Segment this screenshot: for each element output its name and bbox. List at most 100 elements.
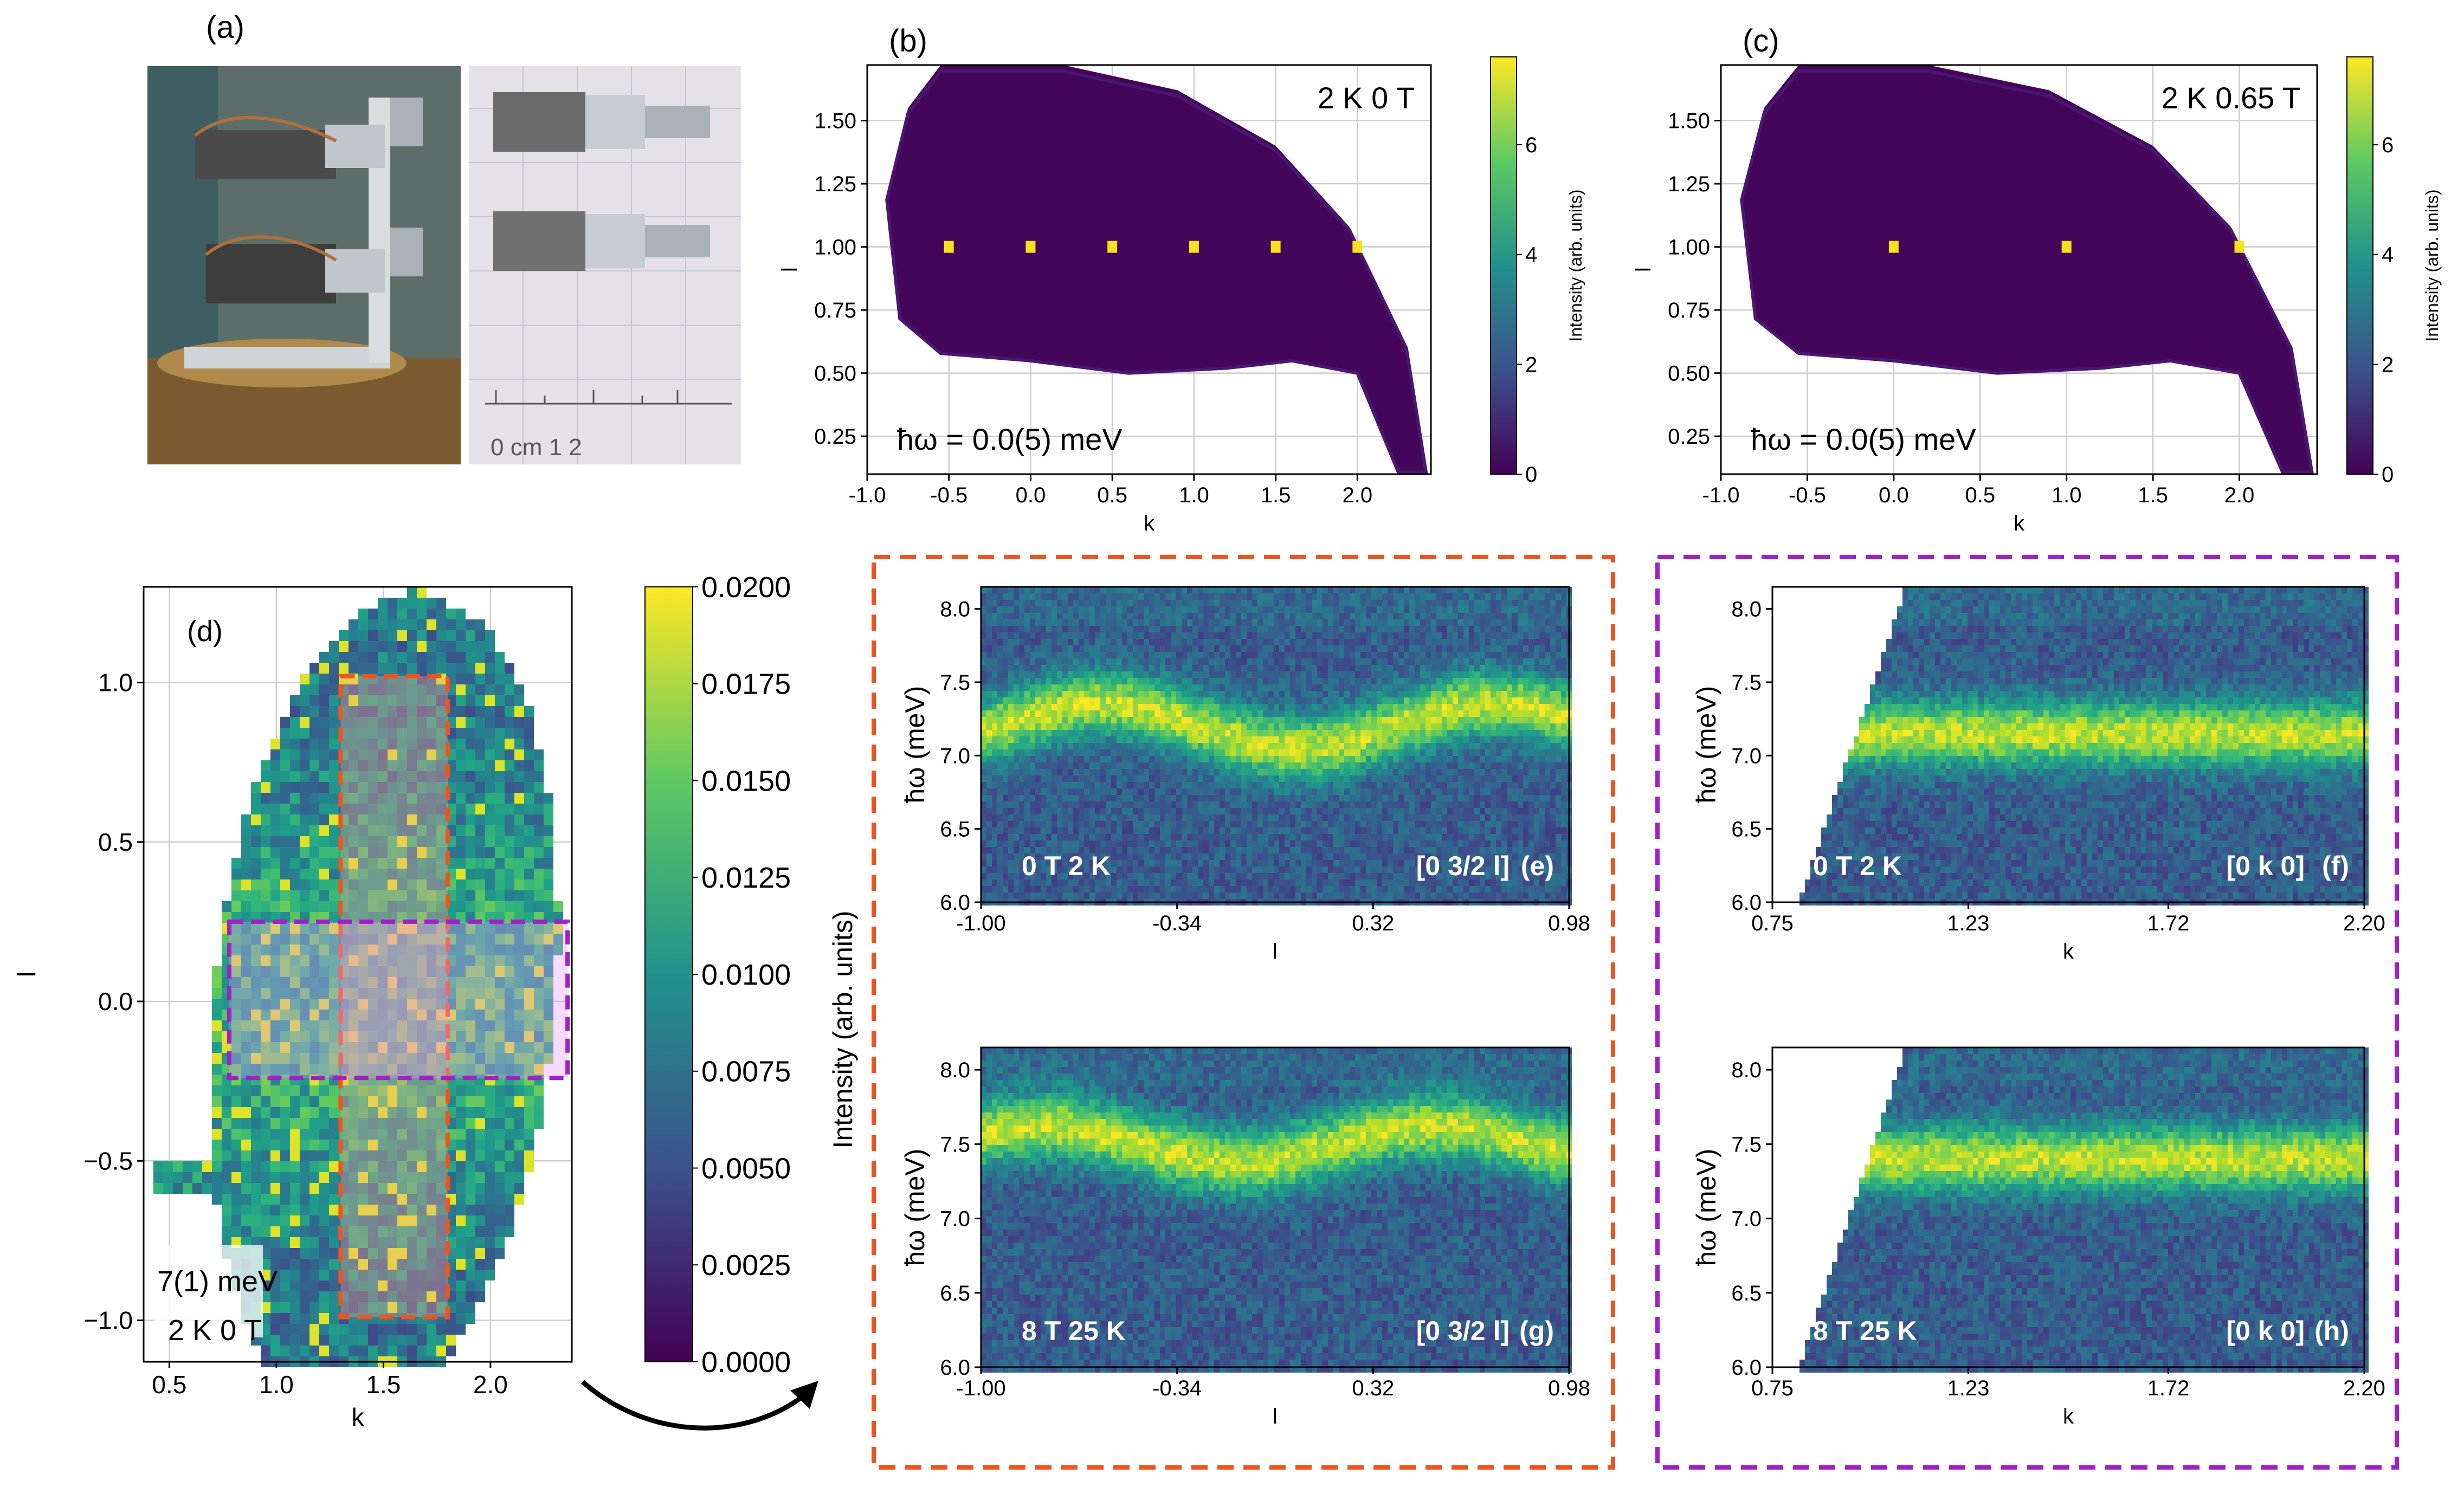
e-intensity-cell [1398, 613, 1404, 619]
e-intensity-cell [1220, 645, 1225, 652]
d-intensity-cell [309, 695, 319, 706]
e-intensity-cell [1268, 632, 1274, 639]
e-intensity-cell [1290, 632, 1295, 639]
e-intensity-cell [1160, 587, 1165, 593]
e-intensity-cell [1285, 704, 1290, 710]
e-intensity-cell [1052, 736, 1057, 743]
d-intensity-cell [212, 1075, 222, 1085]
e-intensity-cell [1008, 632, 1014, 639]
d-intensity-cell [309, 1118, 319, 1129]
d-intensity-cell [388, 771, 397, 782]
d-intensity-cell [456, 869, 466, 879]
d-intensity-cell [436, 652, 446, 663]
e-intensity-cell [1404, 606, 1409, 613]
d-intensity-cell [280, 760, 290, 771]
e-intensity-cell [1041, 613, 1046, 619]
d-intensity-cell [378, 1324, 388, 1335]
e-intensity-cell [1339, 736, 1344, 743]
e-intensity-cell [1393, 697, 1398, 704]
e-intensity-cell [1203, 632, 1209, 639]
e-intensity-cell [1225, 723, 1230, 730]
d-intensity-cell [485, 890, 495, 901]
d-intensity-cell [212, 1172, 222, 1183]
e-intensity-cell [1382, 600, 1388, 606]
e-intensity-cell [1209, 606, 1214, 613]
e-intensity-cell [1052, 645, 1057, 652]
e-intensity-cell [1360, 600, 1366, 606]
e-intensity-cell [1247, 704, 1252, 710]
e-intensity-cell [1079, 600, 1084, 606]
e-intensity-cell [1366, 743, 1371, 749]
e-intensity-cell [1187, 665, 1192, 671]
e-intensity-cell [1328, 639, 1333, 645]
e-intensity-cell [1491, 639, 1496, 645]
e-intensity-cell [1252, 704, 1257, 710]
e-intensity-cell [1041, 704, 1046, 710]
e-intensity-cell [1030, 697, 1035, 704]
e-intensity-cell [1279, 658, 1285, 665]
e-intensity-cell [1377, 593, 1382, 600]
d-intensity-cell [544, 879, 553, 890]
e-intensity-cell [997, 652, 1003, 658]
d-intensity-cell [368, 652, 378, 663]
e-intensity-cell [1523, 652, 1528, 658]
e-intensity-cell [1079, 658, 1084, 665]
e-intensity-cell [1062, 600, 1068, 606]
e-intensity-cell [1220, 717, 1225, 723]
e-intensity-cell [1133, 697, 1138, 704]
e-intensity-cell [1409, 730, 1415, 736]
e-intensity-cell [1344, 645, 1350, 652]
d-intensity-cell [534, 825, 544, 836]
d-ytick-label: 1.0 [98, 669, 133, 697]
e-intensity-cell [1030, 743, 1035, 749]
d-intensity-cell [339, 1346, 349, 1356]
e-intensity-cell [1030, 710, 1035, 717]
e-intensity-cell [1257, 632, 1263, 639]
e-intensity-cell [1528, 678, 1534, 684]
e-intensity-cell [1534, 606, 1539, 613]
d-intensity-cell [319, 782, 329, 793]
e-intensity-cell [1182, 587, 1187, 593]
e-intensity-cell [992, 632, 997, 639]
e-intensity-cell [1350, 710, 1355, 717]
e-intensity-cell [1079, 593, 1084, 600]
d-intensity-cell [231, 858, 241, 869]
e-intensity-cell [1420, 593, 1425, 600]
e-intensity-cell [1247, 697, 1252, 704]
e-intensity-cell [1214, 639, 1220, 645]
e-intensity-cell [1512, 652, 1518, 658]
e-intensity-cell [1425, 652, 1431, 658]
e-intensity-cell [1545, 645, 1550, 652]
e-intensity-cell [1534, 691, 1539, 697]
d-intensity-cell [466, 619, 475, 630]
e-intensity-cell [1371, 645, 1377, 652]
e-intensity-cell [1469, 639, 1474, 645]
e-intensity-cell [1236, 619, 1241, 626]
e-intensity-cell [1339, 684, 1344, 691]
e-intensity-cell [1154, 587, 1160, 593]
e-intensity-cell [1355, 704, 1360, 710]
e-intensity-cell [1528, 619, 1534, 626]
e-intensity-cell [1388, 697, 1393, 704]
d-intensity-cell [485, 674, 495, 684]
e-intensity-cell [1545, 619, 1550, 626]
e-intensity-cell [1388, 658, 1393, 665]
e-intensity-cell [1089, 743, 1095, 749]
panel-a-label: (a) [206, 10, 244, 45]
e-intensity-cell [1290, 587, 1295, 593]
e-intensity-cell [1062, 587, 1068, 593]
e-intensity-cell [1382, 658, 1388, 665]
e-intensity-cell [1138, 717, 1144, 723]
b-ytick-label: 1.25 [814, 172, 856, 196]
e-intensity-cell [1317, 678, 1323, 684]
d-intensity-cell [475, 782, 485, 793]
e-intensity-cell [1501, 697, 1507, 704]
e-intensity-cell [997, 626, 1003, 632]
c-ytick-label: 1.00 [1668, 236, 1710, 260]
e-intensity-cell [1388, 730, 1393, 736]
e-intensity-cell [1046, 710, 1052, 717]
e-intensity-cell [1404, 691, 1409, 697]
e-intensity-cell [1247, 665, 1252, 671]
d-intensity-cell [417, 771, 427, 782]
e-intensity-cell [1165, 678, 1171, 684]
